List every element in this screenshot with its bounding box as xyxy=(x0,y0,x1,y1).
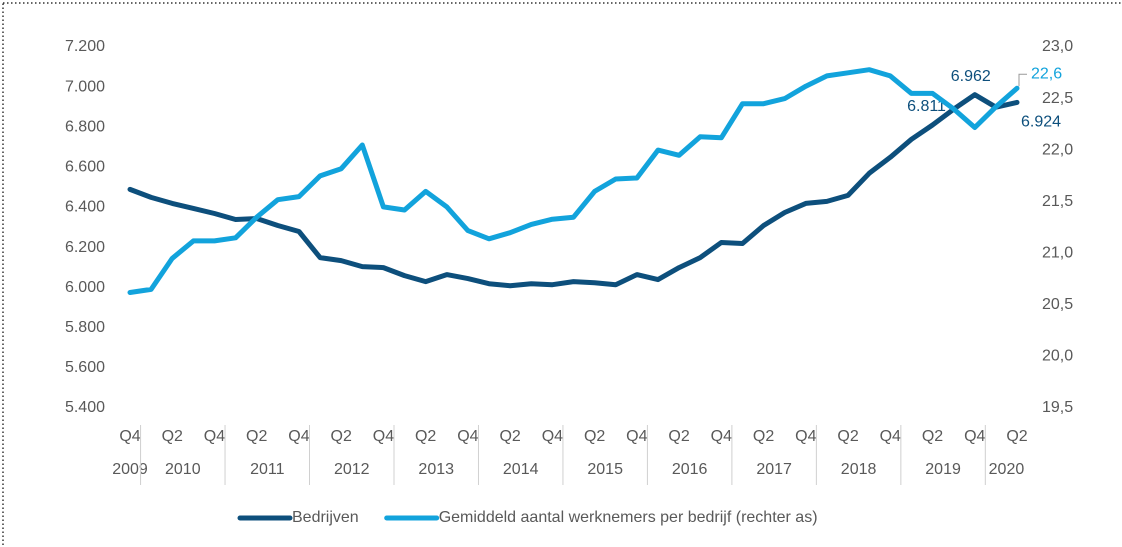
y2-tick-label: 22,5 xyxy=(1042,90,1073,107)
x-group-label: 2014 xyxy=(503,461,539,478)
x-tick-label: Q2 xyxy=(331,428,352,445)
x-tick-label: Q2 xyxy=(837,428,858,445)
y2-tick-label: 21,5 xyxy=(1042,193,1073,210)
data-label: 22,6 xyxy=(1031,65,1062,82)
y-tick-label: 6.000 xyxy=(65,279,105,296)
line-series xyxy=(127,67,1020,295)
x-tick-label: Q4 xyxy=(288,428,309,445)
x-group-label: 2017 xyxy=(756,461,792,478)
data-label: 6.924 xyxy=(1021,114,1061,131)
x-tick-label: Q2 xyxy=(584,428,605,445)
data-label: 6.962 xyxy=(951,68,991,85)
x-group-label: 2009 xyxy=(112,461,148,478)
x-group-label: 2019 xyxy=(925,461,961,478)
y-tick-label: 6.200 xyxy=(65,239,105,256)
x-group-label: 2018 xyxy=(841,461,877,478)
x-group-label: 2013 xyxy=(418,461,454,478)
x-tick-label: Q2 xyxy=(162,428,183,445)
x-tick-label: Q2 xyxy=(246,428,267,445)
x-tick-label: Q4 xyxy=(373,428,394,445)
x-group-label: 2015 xyxy=(587,461,623,478)
y-tick-label: 6.600 xyxy=(65,159,105,176)
y2-tick-label: 23,0 xyxy=(1042,38,1073,55)
x-tick-label: Q2 xyxy=(499,428,520,445)
x-tick-label: Q2 xyxy=(753,428,774,445)
x-tick-label: Q4 xyxy=(795,428,816,445)
x-tick-label: Q4 xyxy=(204,428,225,445)
x-group-label: 2012 xyxy=(334,461,370,478)
y-tick-label: 6.800 xyxy=(65,118,105,135)
y-tick-label: 5.600 xyxy=(65,359,105,376)
y-tick-label: 7.200 xyxy=(65,38,105,55)
legend-label: Bedrijven xyxy=(292,509,359,526)
x-tick-label: Q2 xyxy=(415,428,436,445)
y-tick-label: 5.400 xyxy=(65,399,105,416)
x-tick-label: Q4 xyxy=(119,428,140,445)
legend-label: Gemiddeld aantal werknemers per bedrijf … xyxy=(439,509,818,526)
label-leader xyxy=(1018,73,1027,87)
x-tick-label: Q4 xyxy=(626,428,647,445)
y-tick-label: 6.400 xyxy=(65,199,105,216)
x-group-label: 2010 xyxy=(165,461,201,478)
x-group-label: 2011 xyxy=(250,461,285,478)
data-label: 6.811 xyxy=(907,98,946,115)
y2-tick-label: 22,0 xyxy=(1042,141,1073,158)
line-series xyxy=(127,92,1020,289)
y2-tick-label: 19,5 xyxy=(1042,399,1073,416)
x-tick-label: Q2 xyxy=(922,428,943,445)
x-tick-label: Q4 xyxy=(542,428,563,445)
x-tick-label: Q2 xyxy=(1006,428,1027,445)
x-group-label: 2020 xyxy=(989,461,1025,478)
x-tick-label: Q4 xyxy=(964,428,985,445)
x-tick-label: Q4 xyxy=(457,428,478,445)
x-group-label: 2016 xyxy=(672,461,708,478)
x-tick-label: Q4 xyxy=(711,428,732,445)
y2-tick-label: 20,0 xyxy=(1042,348,1073,365)
y-tick-label: 5.800 xyxy=(65,319,105,336)
x-tick-label: Q4 xyxy=(880,428,901,445)
y2-tick-label: 20,5 xyxy=(1042,296,1073,313)
y2-tick-label: 21,0 xyxy=(1042,245,1073,262)
x-tick-label: Q2 xyxy=(668,428,689,445)
y-tick-label: 7.000 xyxy=(65,78,105,95)
